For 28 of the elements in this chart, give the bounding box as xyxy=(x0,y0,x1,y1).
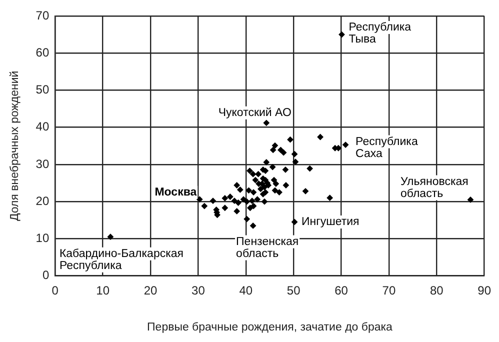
annotation: Ингушетия xyxy=(302,216,360,228)
x-tick-label: 60 xyxy=(334,283,348,298)
annotation: Пензенская область xyxy=(236,236,299,260)
x-tick-label: 80 xyxy=(430,283,444,298)
y-tick-label: 40 xyxy=(36,120,50,134)
annotation: Республика Тыва xyxy=(348,22,412,46)
y-tick-label: 10 xyxy=(36,231,50,245)
x-tick-label: 30 xyxy=(192,283,206,298)
x-tick-label: 20 xyxy=(144,283,158,298)
y-tick-label: 50 xyxy=(36,82,50,97)
x-tick-label: 0 xyxy=(52,283,59,298)
y-tick-label: 20 xyxy=(36,194,50,208)
x-tick-label: 40 xyxy=(239,283,253,298)
y-tick-label: 70 xyxy=(36,8,50,22)
x-axis-title: Первые брачные рождения, зачатие до брака xyxy=(147,321,394,334)
annotation: Ульяновская область xyxy=(400,176,468,200)
annotation: Кабардино-Балкарская Республика xyxy=(59,248,184,272)
annotation: Республика Саха xyxy=(356,136,418,160)
x-tick-label: 70 xyxy=(382,283,396,298)
y-axis-title: Доля внебрачных рождений xyxy=(9,70,22,222)
annotation: Москва xyxy=(154,186,198,199)
y-tick-label: 0 xyxy=(42,268,50,282)
x-tick-label: 50 xyxy=(286,283,301,298)
x-tick-label: 90 xyxy=(478,283,492,298)
x-tick-label: 10 xyxy=(96,283,110,298)
y-tick-label: 60 xyxy=(36,45,50,60)
annotation: Чукотский АО xyxy=(218,107,292,120)
y-tick-label: 30 xyxy=(36,156,50,171)
